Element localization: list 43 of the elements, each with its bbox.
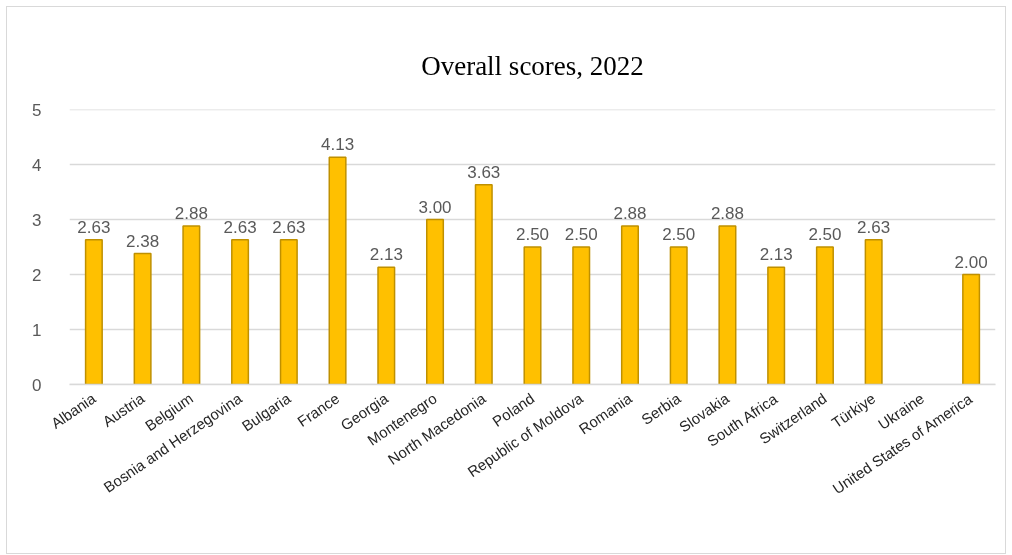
bar [815, 246, 834, 385]
bar [474, 184, 493, 385]
data-label: 2.50 [662, 225, 696, 244]
data-label: 2.13 [369, 245, 403, 265]
bar [523, 246, 542, 385]
bar [133, 252, 152, 385]
y-tick-label: 0 [32, 375, 42, 395]
bar [377, 266, 396, 385]
bar [864, 239, 883, 385]
data-label: 2.88 [710, 204, 744, 224]
bar [84, 239, 103, 385]
bar [962, 273, 981, 385]
bar [572, 246, 591, 385]
bar [718, 225, 737, 385]
y-tick-label: 4 [32, 155, 42, 175]
y-tick-label: 3 [32, 210, 42, 230]
bar [328, 156, 347, 385]
chart-title: Overall scores, 2022 [421, 51, 644, 81]
bar [620, 225, 640, 385]
data-label: 2.88 [174, 204, 208, 224]
bar [279, 239, 298, 385]
bar [182, 225, 201, 385]
y-tick-label: 2 [32, 265, 42, 285]
y-tick-label: 1 [32, 320, 42, 340]
bar [231, 239, 250, 385]
data-label: 2.50 [564, 225, 598, 244]
data-label: 2.50 [515, 225, 550, 244]
data-label: 3.63 [467, 162, 501, 182]
y-tick-label: 5 [32, 100, 42, 120]
data-label: 2.63 [223, 217, 257, 237]
data-label: 4.13 [321, 135, 355, 155]
bar [767, 266, 786, 385]
data-label: 3.00 [418, 197, 452, 217]
data-label: 2.13 [759, 245, 793, 265]
data-label: 2.63 [272, 217, 306, 237]
data-label: 2.50 [808, 225, 842, 244]
data-label: 2.63 [77, 217, 111, 237]
bar [425, 218, 445, 385]
data-label: 2.38 [126, 231, 160, 251]
bar [669, 246, 688, 385]
data-label: 2.88 [613, 204, 647, 224]
data-label: 2.63 [857, 217, 891, 237]
data-label: 2.00 [954, 252, 988, 272]
